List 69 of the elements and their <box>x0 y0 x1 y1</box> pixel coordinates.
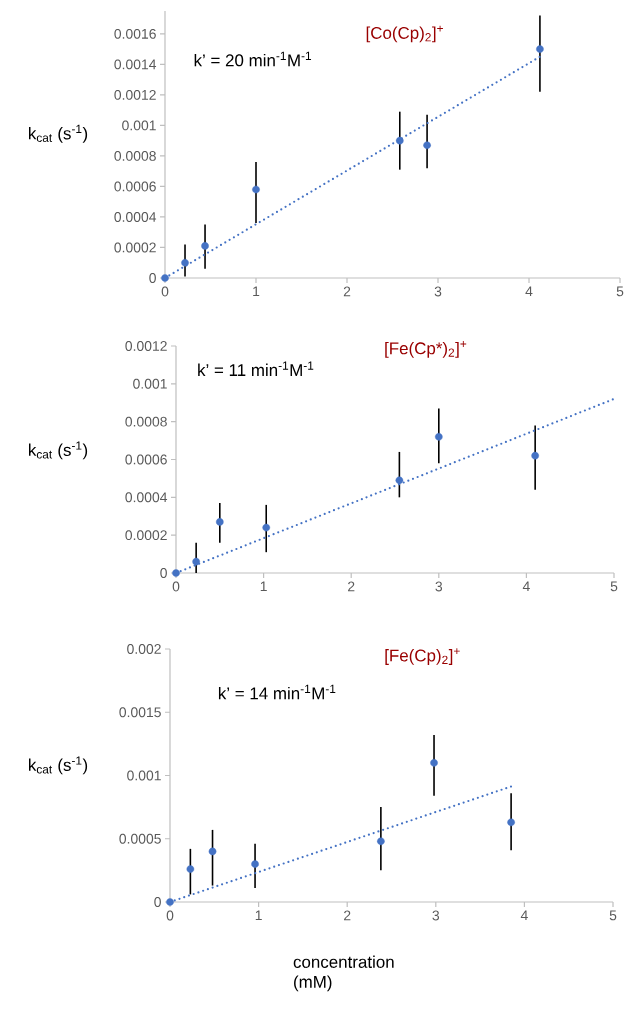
x-tick-label: 2 <box>343 286 351 297</box>
y-tick-label: 0.002 <box>127 644 161 654</box>
x-tick-label: 1 <box>255 910 262 921</box>
y-tick-label: 0.0012 <box>125 341 167 351</box>
x-tick-label: 5 <box>616 286 624 297</box>
x-tick-label: 5 <box>610 581 618 592</box>
y-tick-label: 0.0012 <box>114 89 156 100</box>
y-tick-label: 0.0014 <box>114 59 156 70</box>
point <box>251 860 259 868</box>
y-tick-label: 0.0005 <box>119 833 161 844</box>
point <box>434 432 443 441</box>
annotation: k’ = 20 min$^{-1}$M$^{-1}$ <box>194 51 311 67</box>
point <box>215 518 224 526</box>
y-tick-label: 0.001 <box>133 378 167 389</box>
y-tick-label: 0.0004 <box>125 492 167 503</box>
x-tick-label: 4 <box>525 286 533 297</box>
point <box>430 759 438 767</box>
x-tick-label: 5 <box>609 910 617 921</box>
point <box>531 451 539 460</box>
y-tick-label: 0.001 <box>122 120 156 131</box>
annotation: k’ = 11 min$^{-1}$M$^{-1}$ <box>198 361 314 376</box>
point <box>395 476 404 485</box>
y-tick-label: 0.001 <box>127 770 161 781</box>
x-tick-label: 1 <box>260 581 267 592</box>
y-tick-label: 0.0002 <box>114 242 156 253</box>
y-tick-label: 0.0016 <box>114 28 156 39</box>
y-tick-label: 0.0008 <box>114 150 156 161</box>
point <box>161 274 169 282</box>
point <box>507 818 515 827</box>
x-tick-label: 0 <box>166 910 174 921</box>
x-tick-label: 4 <box>520 910 528 921</box>
x-tick-label: 0 <box>172 581 180 592</box>
y-tick-label: 0 <box>154 897 161 907</box>
y-axis-title: k$_{cat}$ (s$^{-1}$) <box>28 756 87 775</box>
chart-title: [Fe(Cp)$_{2}$]$^{+}$ <box>385 648 460 665</box>
point <box>252 185 260 194</box>
y-tick-label: 0.0006 <box>125 454 167 465</box>
x-axis-title: concentration (mM) <box>293 955 394 992</box>
text: [Co(Cp)$_{2}$]$^{+}$ <box>366 25 443 43</box>
point <box>166 898 174 906</box>
x-tick-label: 2 <box>347 581 355 592</box>
point <box>192 557 200 566</box>
point <box>423 141 431 150</box>
y-axis-title: k$_{cat}$ (s$^{-1}$) <box>28 441 87 460</box>
y-tick-label: 0 <box>149 273 156 283</box>
y-tick-label: 0 <box>160 568 167 578</box>
x-tick-label: 1 <box>253 286 260 297</box>
annotation: k’ = 14 min$^{-1}$M$^{-1}$ <box>218 684 336 700</box>
x-tick-label: 3 <box>432 910 439 921</box>
x-tick-label: 3 <box>435 581 442 592</box>
point <box>536 45 544 53</box>
y-axis-title: k$_{cat}$ (s$^{-1}$) <box>28 124 87 143</box>
point <box>172 569 180 577</box>
point <box>201 242 209 250</box>
point <box>186 865 195 873</box>
y-tick-label: 0.0015 <box>119 707 161 718</box>
y-tick-label: 0.0008 <box>125 416 167 427</box>
y-tick-label: 0.0004 <box>114 212 156 222</box>
x-tick-label: 3 <box>434 286 442 297</box>
point <box>208 847 217 856</box>
x-tick-label: 2 <box>343 910 351 921</box>
x-tick-label: 4 <box>522 581 530 592</box>
point <box>376 837 385 846</box>
point <box>181 258 189 267</box>
y-tick-label: 0.0002 <box>125 530 167 541</box>
point <box>262 523 270 532</box>
chart-title: [Fe(Cp*)$_{2}$]$^{+}$ <box>385 341 467 358</box>
point <box>395 136 404 145</box>
y-tick-label: 0.0006 <box>114 181 156 192</box>
